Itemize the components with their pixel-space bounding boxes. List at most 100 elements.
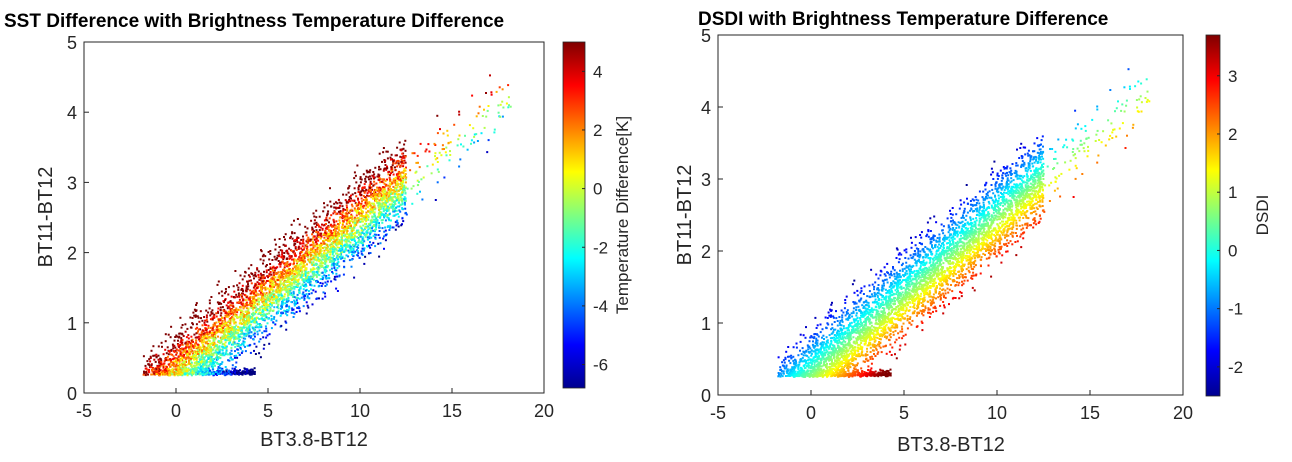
data-point xyxy=(352,220,355,223)
data-point xyxy=(142,373,145,376)
data-point xyxy=(227,359,230,362)
data-point xyxy=(198,320,201,323)
data-point xyxy=(190,335,193,338)
data-point xyxy=(270,314,273,317)
data-point xyxy=(262,284,265,286)
data-point xyxy=(416,192,419,195)
data-point xyxy=(227,313,230,316)
data-point xyxy=(343,230,346,233)
data-point xyxy=(181,343,184,346)
data-point xyxy=(390,167,393,170)
data-point xyxy=(252,338,255,341)
data-point xyxy=(399,164,402,167)
data-point xyxy=(249,302,252,305)
data-point xyxy=(281,311,284,314)
data-point xyxy=(212,325,215,328)
data-point xyxy=(351,230,354,232)
data-point xyxy=(233,342,236,345)
data-point xyxy=(333,206,336,209)
data-point xyxy=(258,308,261,311)
data-point xyxy=(281,249,284,252)
data-point xyxy=(261,295,264,298)
data-point xyxy=(201,319,204,322)
data-point xyxy=(317,273,320,276)
data-point xyxy=(214,371,217,374)
data-point xyxy=(365,204,368,207)
data-point xyxy=(264,314,267,317)
data-point xyxy=(354,231,357,234)
data-point xyxy=(375,223,378,226)
data-point xyxy=(325,254,328,257)
data-point xyxy=(296,302,299,305)
data-point xyxy=(230,311,233,314)
data-point xyxy=(295,268,298,271)
data-point xyxy=(221,352,224,355)
data-point xyxy=(356,204,359,206)
data-point xyxy=(369,241,371,244)
data-point xyxy=(229,335,232,338)
data-point xyxy=(324,281,327,284)
data-point xyxy=(304,283,307,286)
data-point xyxy=(299,242,302,245)
data-point xyxy=(229,310,232,313)
data-point xyxy=(302,305,305,308)
data-point xyxy=(507,106,510,109)
data-point xyxy=(468,124,471,127)
data-point xyxy=(177,366,180,369)
data-point xyxy=(170,348,173,351)
data-point xyxy=(316,297,319,300)
data-point xyxy=(270,318,273,321)
data-point xyxy=(153,358,156,361)
data-point xyxy=(341,255,344,258)
data-point xyxy=(209,353,212,356)
data-point xyxy=(338,206,341,209)
data-point xyxy=(325,231,328,234)
data-point xyxy=(376,186,379,189)
data-point xyxy=(434,155,436,158)
data-point xyxy=(190,368,192,371)
data-point xyxy=(357,198,360,201)
data-point xyxy=(251,273,254,275)
data-point xyxy=(240,309,243,312)
data-point xyxy=(252,297,255,300)
data-point xyxy=(340,226,343,229)
data-point xyxy=(374,199,376,202)
data-point xyxy=(171,353,174,356)
data-point xyxy=(265,269,268,272)
data-point xyxy=(344,199,347,202)
data-point xyxy=(285,303,288,306)
data-point xyxy=(274,248,277,251)
data-point xyxy=(273,255,276,258)
data-point xyxy=(329,269,331,272)
data-point xyxy=(295,281,298,284)
data-point xyxy=(371,209,374,212)
data-point xyxy=(372,224,375,227)
data-point xyxy=(281,274,284,276)
data-point xyxy=(179,352,182,355)
data-point xyxy=(204,341,207,344)
data-point xyxy=(249,336,252,339)
data-point xyxy=(248,344,251,347)
data-point xyxy=(319,278,322,280)
data-point xyxy=(231,311,234,314)
data-point xyxy=(312,212,315,215)
data-point xyxy=(250,331,253,334)
data-point xyxy=(355,203,358,206)
data-point xyxy=(458,134,461,137)
data-point xyxy=(275,267,278,270)
data-point xyxy=(244,332,247,335)
data-point xyxy=(270,267,273,270)
data-point xyxy=(339,247,342,250)
data-point xyxy=(359,225,362,228)
data-point xyxy=(209,372,212,375)
data-point xyxy=(217,356,220,359)
data-point xyxy=(286,297,289,300)
data-point xyxy=(395,197,398,200)
data-point xyxy=(228,323,231,326)
data-point xyxy=(280,294,283,297)
data-point xyxy=(254,319,257,322)
data-point xyxy=(159,371,162,374)
data-point xyxy=(240,351,243,354)
data-point xyxy=(155,353,158,356)
data-point xyxy=(321,275,324,278)
